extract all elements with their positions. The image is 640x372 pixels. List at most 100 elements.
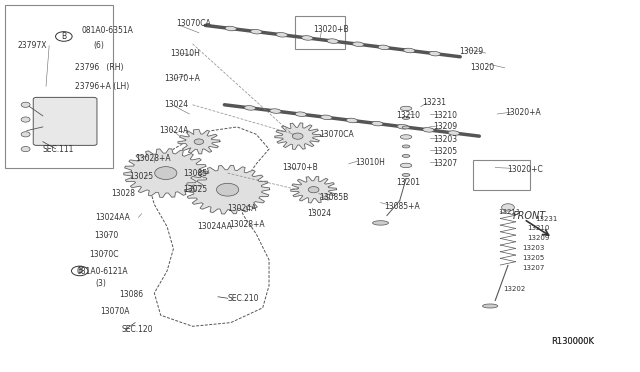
- Text: 13010H: 13010H: [170, 49, 200, 58]
- Text: 13070A: 13070A: [100, 307, 130, 316]
- Polygon shape: [178, 129, 220, 154]
- Ellipse shape: [402, 126, 410, 129]
- FancyBboxPatch shape: [33, 97, 97, 145]
- Text: 13029: 13029: [459, 47, 483, 56]
- Text: 13209: 13209: [527, 235, 550, 241]
- Ellipse shape: [295, 112, 307, 116]
- Text: 13086: 13086: [119, 291, 143, 299]
- Text: 13020+A: 13020+A: [505, 108, 541, 117]
- Circle shape: [21, 102, 30, 108]
- Text: 23796   (RH): 23796 (RH): [75, 63, 123, 72]
- Ellipse shape: [269, 109, 281, 113]
- Ellipse shape: [372, 121, 383, 126]
- Circle shape: [21, 147, 30, 152]
- Ellipse shape: [251, 29, 262, 34]
- Ellipse shape: [378, 45, 389, 49]
- Text: 23796+A (LH): 23796+A (LH): [75, 82, 129, 91]
- Ellipse shape: [346, 118, 358, 123]
- Text: FRONT: FRONT: [513, 211, 546, 221]
- Text: 13210: 13210: [433, 110, 457, 120]
- Text: 13085B: 13085B: [319, 193, 348, 202]
- Text: 13024: 13024: [307, 209, 332, 218]
- Text: R130000K: R130000K: [550, 337, 594, 346]
- Ellipse shape: [400, 163, 412, 168]
- Text: 13231: 13231: [422, 99, 446, 108]
- Circle shape: [502, 204, 515, 211]
- Polygon shape: [275, 123, 321, 150]
- Text: 13202: 13202: [503, 286, 525, 292]
- Text: (6): (6): [94, 41, 105, 50]
- Text: 13231: 13231: [535, 216, 557, 222]
- Ellipse shape: [301, 36, 313, 40]
- Text: 13085+A: 13085+A: [384, 202, 419, 211]
- Text: 13205: 13205: [523, 255, 545, 261]
- Ellipse shape: [372, 221, 388, 225]
- Text: 13024A: 13024A: [228, 203, 257, 213]
- Text: B: B: [77, 266, 83, 275]
- Text: 13028+A: 13028+A: [230, 220, 265, 229]
- Text: 13070+B: 13070+B: [282, 163, 317, 172]
- Text: 13203: 13203: [433, 135, 457, 144]
- Ellipse shape: [422, 128, 434, 132]
- Text: 13085: 13085: [183, 169, 207, 177]
- Circle shape: [308, 187, 319, 193]
- Text: 13025: 13025: [183, 185, 207, 194]
- Text: 13024AA: 13024AA: [198, 222, 232, 231]
- Text: (3): (3): [96, 279, 107, 288]
- Bar: [473, 160, 531, 190]
- Ellipse shape: [400, 106, 412, 111]
- Text: 13024A: 13024A: [159, 126, 189, 135]
- Circle shape: [216, 183, 239, 196]
- Ellipse shape: [327, 39, 339, 44]
- Text: 13028+A: 13028+A: [135, 154, 171, 163]
- Text: 13020: 13020: [470, 63, 494, 72]
- Ellipse shape: [404, 48, 415, 53]
- Text: 13020+C: 13020+C: [507, 165, 543, 174]
- Bar: [294, 16, 346, 49]
- Text: 23797X: 23797X: [17, 41, 47, 50]
- Text: SEC.210: SEC.210: [228, 294, 259, 303]
- Ellipse shape: [353, 42, 364, 46]
- Text: SEC.111: SEC.111: [43, 145, 74, 154]
- Text: 081A0-6351A: 081A0-6351A: [81, 26, 133, 35]
- Ellipse shape: [402, 173, 410, 176]
- Polygon shape: [124, 149, 208, 198]
- Text: 13024AA: 13024AA: [96, 213, 131, 222]
- Text: 13207: 13207: [523, 265, 545, 271]
- Ellipse shape: [321, 115, 332, 120]
- Circle shape: [194, 139, 204, 144]
- Text: 13201: 13201: [396, 178, 420, 187]
- Ellipse shape: [448, 131, 460, 135]
- Ellipse shape: [276, 32, 287, 37]
- Ellipse shape: [400, 135, 412, 139]
- Text: 13025: 13025: [129, 172, 153, 181]
- Ellipse shape: [397, 125, 408, 129]
- Polygon shape: [186, 166, 269, 214]
- Text: 13211: 13211: [499, 209, 521, 215]
- Bar: [4, 5, 113, 167]
- Text: 13209: 13209: [433, 122, 457, 131]
- Text: 13020+B: 13020+B: [314, 25, 349, 33]
- Text: 13070CA: 13070CA: [177, 19, 211, 28]
- Text: R130000K: R130000K: [550, 337, 594, 346]
- Ellipse shape: [483, 304, 498, 308]
- Ellipse shape: [429, 51, 440, 56]
- Text: 13205: 13205: [433, 147, 457, 156]
- Text: 13207: 13207: [433, 158, 457, 168]
- Text: 13210: 13210: [527, 225, 550, 231]
- Text: 13028: 13028: [111, 189, 135, 198]
- Text: 13010H: 13010H: [355, 157, 385, 167]
- Text: 13070C: 13070C: [90, 250, 119, 259]
- Text: 13070+A: 13070+A: [164, 74, 200, 83]
- Ellipse shape: [402, 154, 410, 157]
- Text: SEC.120: SEC.120: [121, 326, 153, 334]
- Text: B: B: [61, 32, 67, 41]
- Ellipse shape: [402, 116, 410, 119]
- Circle shape: [292, 133, 303, 139]
- Circle shape: [155, 167, 177, 180]
- Text: 13210: 13210: [396, 110, 420, 120]
- Polygon shape: [291, 176, 337, 203]
- Ellipse shape: [244, 106, 255, 110]
- Text: 081A0-6121A: 081A0-6121A: [77, 267, 128, 276]
- Ellipse shape: [402, 145, 410, 148]
